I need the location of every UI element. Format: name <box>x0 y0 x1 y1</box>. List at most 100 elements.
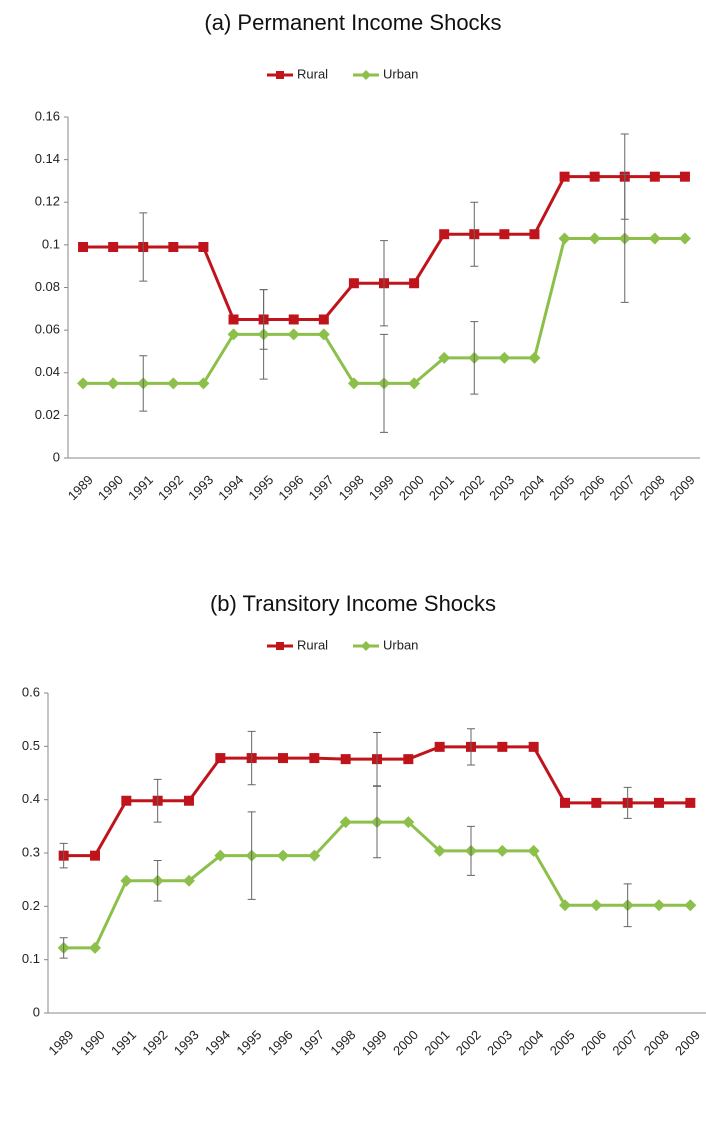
data-point <box>107 377 120 390</box>
x-tick-label: 1997 <box>306 472 337 503</box>
legend-label: Rural <box>297 637 328 652</box>
data-point <box>679 171 690 182</box>
data-point <box>90 850 100 861</box>
error-bar <box>623 883 632 928</box>
error-bar <box>139 212 148 282</box>
data-point <box>168 242 179 253</box>
error-bar <box>373 785 381 859</box>
y-tick-label: 0.1 <box>42 236 60 251</box>
x-tick-label: 2001 <box>421 1027 452 1058</box>
data-point <box>347 377 360 390</box>
data-point <box>402 816 415 829</box>
error-bar <box>139 355 148 412</box>
x-tick-label: 1992 <box>139 1027 170 1058</box>
data-point <box>317 328 330 341</box>
x-tick-label: 1996 <box>265 1027 296 1058</box>
legend-marker <box>361 641 371 651</box>
data-point <box>318 314 329 325</box>
data-point <box>685 797 696 808</box>
x-tick-label: 2004 <box>516 472 547 503</box>
y-tick-label: 0.2 <box>22 898 40 913</box>
x-tick-label: 1990 <box>77 1027 108 1058</box>
data-point <box>308 849 321 862</box>
data-point <box>278 753 288 764</box>
error-bar <box>247 730 256 786</box>
data-point <box>684 899 697 912</box>
data-point <box>653 899 665 912</box>
data-point <box>497 741 508 752</box>
x-tick-label: 2000 <box>390 1027 421 1058</box>
data-point <box>439 229 450 240</box>
data-point <box>197 377 210 390</box>
data-point <box>527 844 540 857</box>
error-bar <box>380 240 388 327</box>
data-point <box>78 242 89 253</box>
data-point <box>339 816 352 829</box>
data-point <box>433 844 446 857</box>
data-point <box>215 753 226 764</box>
data-point <box>588 232 601 245</box>
x-tick-label: 1991 <box>108 1027 139 1058</box>
data-point <box>678 232 691 245</box>
y-tick-label: 0.06 <box>35 322 60 337</box>
x-tick-label: 2005 <box>546 472 577 503</box>
data-point <box>649 171 660 182</box>
x-tick-label: 1998 <box>336 472 367 503</box>
error-bar <box>467 825 475 876</box>
legend-marker <box>361 70 371 80</box>
data-point <box>589 171 600 182</box>
data-point <box>121 795 132 806</box>
data-point <box>77 377 90 390</box>
data-point <box>591 797 602 808</box>
data-point <box>277 849 289 862</box>
data-point <box>227 328 240 341</box>
data-point <box>403 754 414 765</box>
error-bar <box>373 731 381 787</box>
y-tick-label: 0.16 <box>35 108 60 123</box>
y-tick-label: 0.04 <box>35 364 60 379</box>
error-bar <box>380 333 388 433</box>
data-point <box>654 797 664 808</box>
data-point <box>496 844 509 857</box>
x-tick-label: 2003 <box>484 1027 515 1058</box>
x-tick-label: 2008 <box>641 1027 672 1058</box>
data-point <box>348 278 359 289</box>
y-tick-label: 0.1 <box>22 951 40 966</box>
legend-label: Urban <box>383 637 418 652</box>
x-tick-label: 1994 <box>215 472 246 503</box>
x-tick-label: 2008 <box>637 472 668 503</box>
error-bar <box>467 728 475 766</box>
x-tick-label: 2005 <box>547 1027 578 1058</box>
y-tick-label: 0.12 <box>35 194 60 209</box>
x-tick-label: 1999 <box>366 472 397 503</box>
data-point <box>590 899 603 912</box>
x-tick-label: 2009 <box>667 472 698 503</box>
x-tick-label: 2006 <box>578 1027 609 1058</box>
x-tick-label: 1998 <box>327 1027 358 1058</box>
data-point <box>560 797 570 808</box>
y-tick-label: 0 <box>53 449 60 464</box>
error-bar <box>470 201 479 267</box>
data-point <box>408 377 421 390</box>
x-tick-label: 2003 <box>486 472 517 503</box>
legend-marker <box>276 642 284 650</box>
data-point <box>120 874 133 887</box>
data-point <box>529 229 540 240</box>
x-tick-label: 1997 <box>296 1027 327 1058</box>
data-point <box>434 741 445 752</box>
x-tick-label: 1993 <box>171 1027 202 1058</box>
y-tick-label: 0.08 <box>35 279 60 294</box>
x-tick-label: 1992 <box>155 472 186 503</box>
data-point <box>528 741 539 752</box>
x-tick-label: 1995 <box>233 1027 264 1058</box>
data-point <box>528 351 541 364</box>
x-tick-label: 2007 <box>606 472 637 503</box>
data-point <box>214 849 227 862</box>
legend-marker <box>276 71 284 79</box>
x-tick-label: 2007 <box>609 1027 640 1058</box>
x-tick-label: 1995 <box>245 472 276 503</box>
data-point <box>438 351 451 364</box>
x-tick-label: 1996 <box>275 472 306 503</box>
data-point <box>89 941 101 954</box>
